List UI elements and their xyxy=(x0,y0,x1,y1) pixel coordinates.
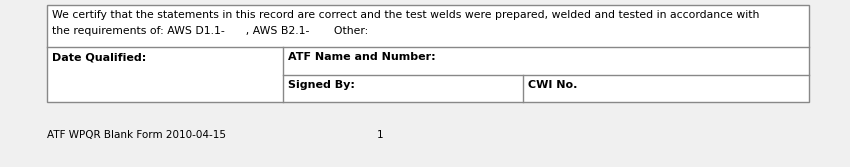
Text: ATF Name and Number:: ATF Name and Number: xyxy=(288,52,435,62)
Text: Date Qualified:: Date Qualified: xyxy=(52,52,146,62)
Text: ATF WPQR Blank Form 2010-04-15: ATF WPQR Blank Form 2010-04-15 xyxy=(47,130,226,140)
Text: the requirements of: AWS D1.1-      , AWS B2.1-       Other:: the requirements of: AWS D1.1- , AWS B2.… xyxy=(52,26,368,36)
Text: CWI No.: CWI No. xyxy=(528,79,577,90)
Text: 1: 1 xyxy=(377,130,383,140)
Text: Signed By:: Signed By: xyxy=(288,79,354,90)
Bar xyxy=(47,5,809,102)
Text: We certify that the statements in this record are correct and the test welds wer: We certify that the statements in this r… xyxy=(52,10,759,20)
